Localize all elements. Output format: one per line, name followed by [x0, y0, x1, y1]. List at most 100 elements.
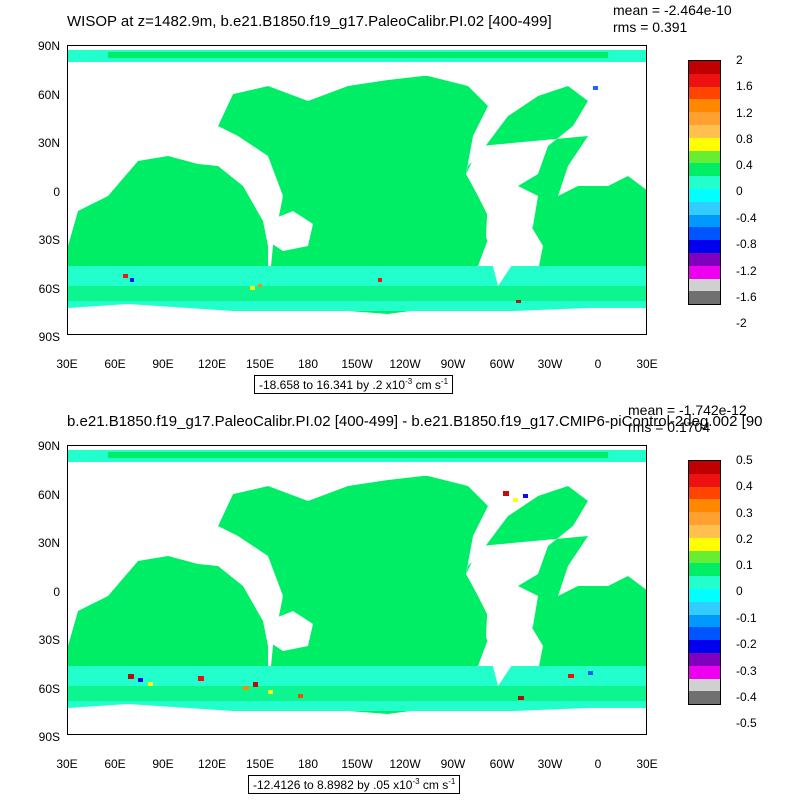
colorbar-cell — [688, 537, 721, 551]
colorbar-label: 0 — [736, 184, 743, 198]
lat-label: 30S — [38, 233, 60, 247]
colorbar-label: 0.4 — [736, 158, 753, 172]
colorbar-cell — [688, 512, 721, 525]
colorbar-cell — [688, 240, 721, 253]
colorbar-cell — [688, 486, 721, 500]
colorbar-label: 1.2 — [736, 106, 753, 120]
lon-label: 30E — [56, 357, 78, 371]
colorbar-cell — [688, 576, 721, 589]
lat-label: 90S — [38, 330, 60, 344]
lon-label: 120W — [389, 757, 421, 771]
lon-label: 150E — [245, 757, 275, 771]
lon-label: 90E — [152, 757, 174, 771]
colorbar-cell — [688, 291, 721, 305]
colorbar-cell — [688, 640, 721, 653]
lon-label: 0 — [594, 757, 602, 771]
mean-stat: mean = -1.742e-12 — [628, 402, 747, 418]
colorbar-label: 0.1 — [736, 558, 753, 572]
map-canvas — [68, 46, 646, 334]
colorbar-cell — [688, 601, 721, 615]
colorbar-cell — [688, 265, 721, 279]
colorbar-cell — [688, 112, 721, 125]
land-antarctica — [68, 304, 646, 334]
lon-label: 90W — [440, 757, 466, 771]
lat-label: 0 — [53, 585, 60, 599]
lon-label: 60W — [489, 757, 515, 771]
contour-range-label: -18.658 to 16.341 by .2 x10-3 cm s-1 — [254, 375, 454, 394]
ocean-atlantic — [480, 486, 646, 701]
lat-label: 90N — [37, 439, 60, 453]
lon-label: 180 — [297, 757, 319, 771]
colorbar-cell — [688, 99, 721, 113]
contour-range-label: -12.4126 to 8.8982 by .05 x10-3 cm s-1 — [248, 775, 461, 794]
ocean-pacific — [218, 476, 498, 714]
land-south-america — [486, 186, 538, 286]
colorbar-cell — [688, 201, 721, 215]
colorbar-cell — [688, 499, 721, 513]
colorbar-label: -0.4 — [736, 690, 757, 704]
land-australia — [268, 211, 313, 251]
lat-label: 30N — [37, 136, 60, 150]
mean-stat: mean = -2.464e-10 — [613, 2, 732, 18]
colorbar-label: 0.3 — [736, 506, 753, 520]
colorbar-cell — [688, 563, 721, 577]
lat-label: 60S — [38, 682, 60, 696]
anomaly-speckles — [123, 86, 598, 303]
rms-stat: rms = 0.391 — [613, 19, 688, 35]
colorbar-label: 0.2 — [736, 532, 753, 546]
colorbar-cell — [688, 188, 721, 202]
colorbar-label: 0.8 — [736, 132, 753, 146]
colorbar-cell — [688, 124, 721, 138]
lon-label: 180 — [297, 357, 319, 371]
land-north-america — [388, 464, 538, 574]
lon-label: 120E — [197, 757, 227, 771]
land-antarctica — [68, 704, 646, 734]
land-africa-eurasia — [68, 464, 268, 611]
colorbar-label: -0.4 — [736, 211, 757, 225]
colorbar-cell — [688, 227, 721, 241]
colorbar-cell — [688, 73, 721, 87]
map-panel-top: WISOP at z=1482.9m, b.e21.B1850.f19_g17.… — [37, 2, 757, 394]
lon-label: 120E — [197, 357, 227, 371]
panel-title: b.e21.B1850.f19_g17.PaleoCalibr.PI.02 [4… — [67, 413, 763, 430]
lon-label: 30W — [537, 757, 563, 771]
land-europe-africa-east — [598, 86, 646, 185]
lon-label: 90W — [440, 357, 466, 371]
colorbar-label: -2 — [736, 316, 747, 330]
colorbar-cell — [688, 278, 721, 292]
map-plot-area — [67, 45, 647, 335]
lon-label: 0 — [594, 357, 602, 371]
colorbar-cell — [688, 86, 721, 100]
colorbar-cell — [688, 252, 721, 266]
colorbar-label: -0.1 — [736, 611, 757, 625]
colorbar-cell — [688, 652, 721, 666]
colorbar-cell — [688, 461, 721, 474]
panel-title: WISOP at z=1482.9m, b.e21.B1850.f19_g17.… — [67, 13, 552, 30]
lat-label: 90S — [38, 730, 60, 744]
lon-label: 120W — [389, 357, 421, 371]
colorbar-label: -0.3 — [736, 664, 757, 678]
colorbar-cell — [688, 214, 721, 228]
colorbar-cell — [688, 678, 721, 692]
map-panel-bottom: b.e21.B1850.f19_g17.PaleoCalibr.PI.02 [4… — [0, 400, 800, 800]
colorbar-cell — [688, 473, 721, 487]
colorbar-label: 1.6 — [736, 79, 753, 93]
land-south-america — [486, 586, 538, 686]
ocean-indian — [68, 556, 268, 684]
lon-label: 30W — [537, 357, 563, 371]
lon-label: 60E — [104, 357, 126, 371]
colorbar-label: -1.2 — [736, 264, 757, 278]
lon-label: 60E — [104, 757, 126, 771]
colorbar-label: 0.5 — [736, 453, 753, 467]
colorbar-cell — [688, 627, 721, 641]
lon-label: 30E — [56, 757, 78, 771]
colorbar-label: -0.2 — [736, 637, 757, 651]
colorbar-cell — [688, 665, 721, 679]
colorbar-label: 2 — [736, 53, 743, 67]
colorbar — [688, 60, 721, 306]
lon-label: 30E — [636, 357, 658, 371]
ocean-atlantic — [480, 86, 646, 301]
colorbar-cell — [688, 176, 721, 189]
colorbar-cell — [688, 150, 721, 164]
lon-label: 30E — [636, 757, 658, 771]
